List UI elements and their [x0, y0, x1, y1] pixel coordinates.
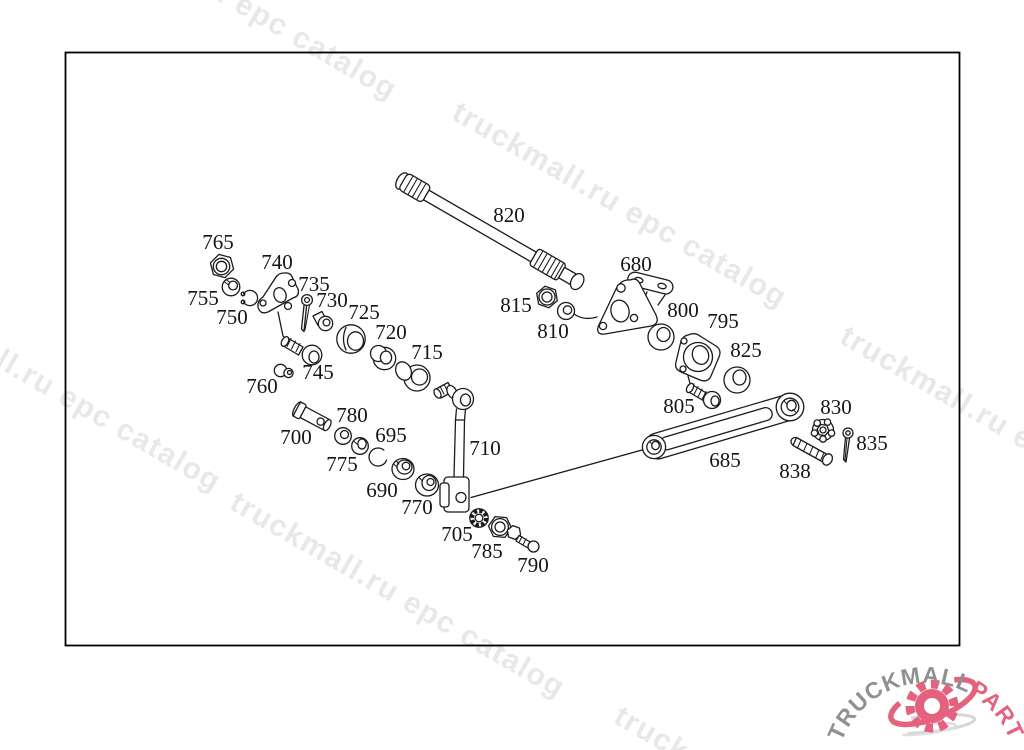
- part-700-drawing: [291, 401, 332, 432]
- part-830-drawing: [810, 418, 836, 443]
- part-label-705: 705: [441, 522, 473, 546]
- part-label-790: 790: [517, 553, 549, 577]
- part-label-825: 825: [730, 338, 762, 362]
- part-750-drawing: [240, 289, 259, 307]
- part-label-745: 745: [302, 360, 334, 384]
- part-label-815: 815: [500, 293, 532, 317]
- part-720-drawing: [369, 344, 397, 371]
- part-685-drawing: [641, 392, 805, 460]
- part-label-760: 760: [246, 374, 278, 398]
- part-label-795: 795: [707, 309, 739, 333]
- part-label-680: 680: [620, 252, 652, 276]
- part-730-drawing: [312, 310, 334, 332]
- part-695-drawing: [368, 447, 388, 467]
- part-label-690: 690: [366, 478, 398, 502]
- part-760-drawing: [273, 363, 294, 379]
- part-805-drawing: [685, 382, 722, 410]
- part-label-805: 805: [663, 394, 695, 418]
- part-label-785: 785: [471, 539, 503, 563]
- part-label-835: 835: [856, 431, 888, 455]
- part-label-838: 838: [779, 459, 811, 483]
- part-label-800: 800: [667, 298, 699, 322]
- part-690-drawing: [391, 457, 415, 481]
- part-775-drawing: [351, 437, 369, 455]
- part-label-700: 700: [280, 425, 312, 449]
- part-label-740: 740: [261, 250, 293, 274]
- watermark-text: truckmall.ru epc catalog: [835, 319, 1024, 538]
- part-label-735: 735: [298, 272, 330, 296]
- part-745-drawing: [280, 336, 323, 366]
- part-label-830: 830: [820, 395, 852, 419]
- part-735-drawing: [300, 293, 314, 333]
- part-820-drawing: [395, 172, 585, 291]
- part-780-drawing: [334, 427, 352, 445]
- part-705-drawing: [469, 508, 489, 528]
- part-770-drawing: [414, 473, 440, 497]
- part-label-730: 730: [316, 288, 348, 312]
- part-label-820: 820: [493, 203, 525, 227]
- diagram-frame: [64, 51, 961, 647]
- part-835-drawing: [842, 427, 854, 463]
- part-710-drawing: [433, 381, 643, 513]
- part-label-765: 765: [202, 230, 234, 254]
- watermark-text: truckmall.ru epc catalog: [0, 279, 227, 498]
- part-795-drawing: [674, 333, 721, 392]
- part-725-drawing: [336, 324, 366, 354]
- logo-swoosh-shadow-2: [886, 721, 958, 737]
- part-810-drawing: [556, 301, 598, 321]
- part-label-775: 775: [326, 452, 358, 476]
- watermark-text: truckmall.ru epc catalog: [225, 485, 572, 704]
- part-label-725: 725: [348, 300, 380, 324]
- part-838-drawing: [790, 436, 834, 466]
- part-label-750: 750: [216, 305, 248, 329]
- part-825-drawing: [723, 366, 751, 394]
- part-label-715: 715: [411, 340, 443, 364]
- part-label-720: 720: [375, 320, 407, 344]
- part-765-drawing: [209, 253, 235, 279]
- part-label-755: 755: [187, 286, 219, 310]
- logo-gear-icon: [905, 679, 959, 733]
- part-815-drawing: [536, 285, 558, 309]
- part-label-685: 685: [709, 448, 741, 472]
- parts-drawing-layer: [209, 172, 854, 553]
- part-label-780: 780: [336, 403, 368, 427]
- part-790-drawing: [506, 524, 540, 553]
- part-740-drawing: [257, 272, 300, 343]
- part-label-710: 710: [469, 436, 501, 460]
- part-label-770: 770: [401, 495, 433, 519]
- part-800-drawing: [647, 323, 675, 351]
- part-755-drawing: [221, 277, 241, 297]
- part-label-695: 695: [375, 423, 407, 447]
- part-715-drawing: [394, 361, 431, 392]
- part-680-drawing: [597, 271, 674, 335]
- part-label-810: 810: [537, 319, 569, 343]
- part-785-drawing: [487, 515, 513, 539]
